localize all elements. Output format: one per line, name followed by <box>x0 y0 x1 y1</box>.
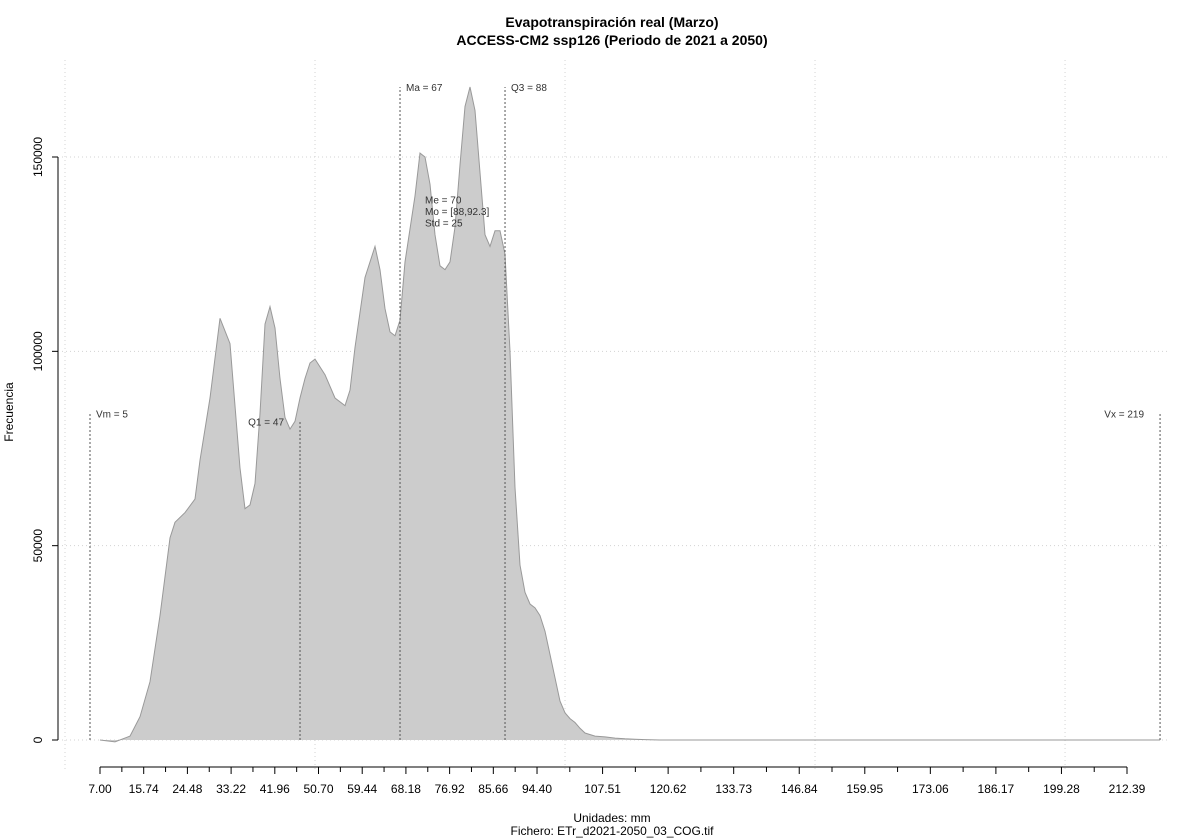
y-axis-label: Frecuencia <box>2 382 16 442</box>
x-tick-label: 59.44 <box>347 782 377 796</box>
y-tick-label: 150000 <box>31 137 45 177</box>
x-tick-label: 85.66 <box>478 782 508 796</box>
stat-markers: Vm = 5 Q1 = 47 Ma = 67 Q3 = 88 Vx = 219 <box>89 83 1161 740</box>
x-tick-label: 33.22 <box>216 782 246 796</box>
stats-line: Mo = [88,92.3] <box>425 207 489 218</box>
x-tick-label: 199.28 <box>1043 782 1080 796</box>
x-tick-label: 173.06 <box>912 782 949 796</box>
x-axis-label: Unidades: mm <box>573 811 650 825</box>
y-tick-label: 0 <box>31 736 45 743</box>
x-tick-label: 24.48 <box>172 782 202 796</box>
x-tick-label: 68.18 <box>391 782 421 796</box>
marker-label: Q3 = 88 <box>511 83 547 94</box>
x-tick-label: 7.00 <box>88 782 112 796</box>
density-fill <box>100 87 1161 742</box>
x-tick-label: 146.84 <box>781 782 818 796</box>
stats-line: Me = 70 <box>425 196 462 207</box>
marker-label: Q1 = 47 <box>248 417 284 428</box>
x-axis: 7.00 15.74 24.48 33.22 41.96 50.70 59.44 68.18 7… <box>88 766 1146 796</box>
x-tick-label: 159.95 <box>846 782 883 796</box>
x-tick-label: 212.39 <box>1109 782 1146 796</box>
x-tick-label: 94.40 <box>522 782 552 796</box>
file-name-label: Fichero: ETr_d2021-2050_03_COG.tif <box>511 824 715 838</box>
density-area <box>99 86 1161 743</box>
x-tick-label: 76.92 <box>435 782 465 796</box>
x-tick-label: 186.17 <box>978 782 1015 796</box>
marker-label: Ma = 67 <box>406 83 443 94</box>
density-line <box>99 86 1161 743</box>
x-tick-label: 41.96 <box>260 782 290 796</box>
y-axis: 0 50000 100000 150000 <box>31 137 59 743</box>
x-tick-label: 133.73 <box>715 782 752 796</box>
stats-line: Std = 25 <box>425 219 463 230</box>
x-tick-label: 50.70 <box>303 782 333 796</box>
y-tick-label: 100000 <box>31 331 45 371</box>
x-tick-label: 107.51 <box>584 782 621 796</box>
x-tick-label: 120.62 <box>650 782 687 796</box>
marker-label: Vx = 219 <box>1104 410 1144 421</box>
marker-label: Vm = 5 <box>96 410 128 421</box>
x-tick-label: 15.74 <box>129 782 159 796</box>
chart-subtitle: ACCESS-CM2 ssp126 (Periodo de 2021 a 205… <box>456 32 767 48</box>
y-tick-label: 50000 <box>31 529 45 563</box>
chart-title: Evapotranspiración real (Marzo) <box>505 14 718 30</box>
